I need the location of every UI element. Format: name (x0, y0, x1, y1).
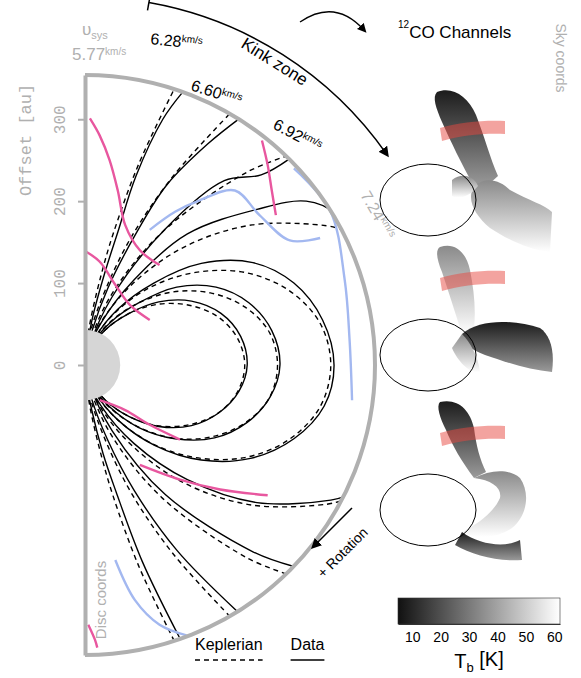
title-subscript: b (466, 660, 473, 675)
kink-zone-label: Kink zone (238, 34, 311, 90)
velocity-label: 6.92km/s (271, 115, 325, 155)
axis-title: Offset [au] (17, 84, 36, 196)
rotation-label: + Rotation (314, 524, 371, 581)
tick-label: 50 (519, 629, 535, 645)
title-unit: [K] (474, 648, 504, 670)
tick-label: 20 (433, 629, 449, 645)
disc-outline (380, 319, 476, 391)
tick: 200 (52, 187, 85, 216)
tick-label: 0 (52, 361, 70, 371)
label-subscript: sys (91, 29, 108, 41)
plot-area (50, 89, 352, 648)
legend-key (291, 659, 325, 660)
tick-label: 100 (52, 269, 70, 298)
velocity-label: 5.77km/s (72, 45, 126, 64)
disc-coords-label: Disc coords (92, 561, 109, 639)
title-superscript: 12 (398, 19, 410, 30)
tick: 20 (433, 624, 449, 645)
colorbar (398, 598, 560, 624)
label-number: 6.28 (150, 30, 183, 50)
colorbar-axis: 10 20 30 40 50 60 (399, 624, 563, 645)
figure: 0100200300Offset [au]υsys5.77km/s6.28km/… (0, 0, 581, 678)
kink-bracket-end (148, 0, 151, 10)
tick: 10 (405, 624, 421, 645)
label-unit: km/s (221, 86, 244, 103)
kink-band (440, 271, 505, 291)
colorbar-title: Tb [K] (454, 648, 503, 675)
tick: 30 (462, 624, 478, 645)
kink-band (440, 121, 505, 141)
y-axis: 0 100 200 300 (52, 76, 86, 656)
tick-label: 30 (462, 629, 478, 645)
disc-outline (380, 474, 476, 546)
velocity-label: 6.60km/s (189, 76, 244, 109)
tick: 0 (52, 361, 85, 371)
tick: 300 (52, 105, 85, 134)
label-number: 5.77 (72, 45, 105, 64)
velocity-label: 7.24km/s (357, 188, 398, 242)
label-number: 6.92 (271, 116, 307, 146)
kink-band (440, 426, 505, 446)
track-line (115, 168, 352, 635)
tick-label: 300 (52, 105, 70, 134)
tick-label: 40 (490, 629, 506, 645)
legend-label: Data (291, 636, 325, 653)
label-number: 6.60 (189, 77, 224, 103)
tick-mark (78, 119, 85, 121)
tick-mark (78, 283, 85, 285)
kink-bracket (149, 3, 387, 154)
tick: 50 (519, 624, 535, 645)
label-symbol: υ (82, 20, 91, 39)
axis-line (399, 624, 561, 625)
legend-label: Keplerian (195, 636, 263, 653)
legend: Keplerian Data (195, 636, 325, 660)
title-symbol: T (454, 650, 466, 672)
channel-panel (380, 246, 553, 391)
title-text: CO Channels (409, 23, 511, 42)
legend-key (195, 659, 263, 660)
pointer-arrow (300, 12, 364, 30)
tick-label: 200 (52, 187, 70, 216)
tick: 100 (52, 269, 85, 298)
velocity-label: 6.28km/s (150, 30, 204, 53)
tick-label: 60 (547, 629, 563, 645)
tick-label: 10 (405, 629, 421, 645)
tick: 40 (490, 624, 506, 645)
label-unit: km/s (181, 33, 203, 46)
disc-outline (380, 164, 476, 236)
tick-mark (78, 201, 85, 203)
emission (471, 180, 552, 252)
channels-title: 12CO Channels (398, 19, 511, 42)
label-unit: km/s (105, 46, 126, 57)
systemic-label: υsys (82, 20, 108, 41)
emission (462, 471, 526, 537)
tick: 60 (547, 624, 563, 645)
label-unit: km/s (301, 130, 325, 150)
sky-coords-label: Sky coords (553, 23, 569, 92)
emission (455, 532, 522, 560)
channel-panel (380, 401, 526, 560)
tick-mark (78, 365, 85, 367)
disc-edge (85, 75, 375, 655)
emission (452, 176, 478, 198)
channel-panel (380, 90, 552, 252)
contour-line (85, 91, 349, 637)
